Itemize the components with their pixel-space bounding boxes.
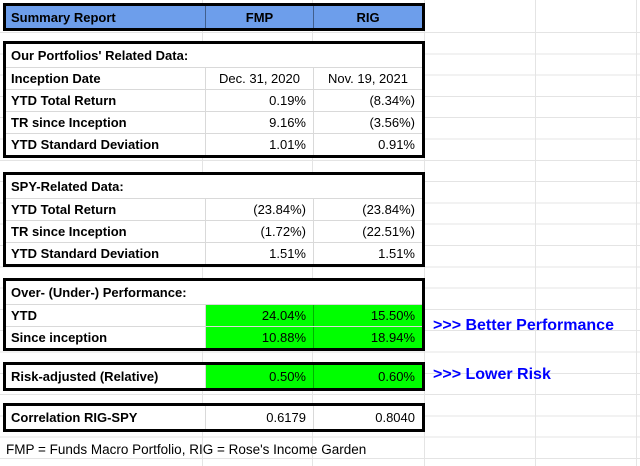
risk-adjusted-table: Risk-adjusted (Relative) 0.50% 0.60% — [3, 362, 425, 391]
fmp-value-cell-highlighted[interactable]: 10.88% — [206, 327, 314, 348]
fmp-value-cell[interactable]: (1.72%) — [206, 221, 314, 242]
portfolios-data-table: Our Portfolios' Related Data: Inception … — [3, 41, 425, 158]
correlation-table: Correlation RIG-SPY 0.6179 0.8040 — [3, 403, 425, 432]
row-label-cell[interactable]: Inception Date — [6, 68, 206, 89]
table-row: Since inception 10.88% 18.94% — [6, 326, 422, 348]
rig-value-cell[interactable]: (22.51%) — [362, 224, 415, 239]
row-label-cell[interactable]: YTD Total Return — [6, 90, 206, 111]
fmp-value-cell[interactable]: 1.51% — [206, 243, 314, 264]
rig-value-cell-highlighted[interactable]: 18.94% — [314, 327, 422, 348]
better-performance-annotation: >>> Better Performance — [433, 317, 614, 334]
table-row: YTD Standard Deviation 1.01% 0.91% — [6, 133, 422, 155]
row-label-cell[interactable]: YTD Standard Deviation — [6, 243, 206, 264]
rig-value-cell-highlighted[interactable]: 0.60% — [314, 365, 422, 388]
rig-value-cell[interactable]: (8.34%) — [369, 93, 415, 108]
fmp-value-cell-highlighted[interactable]: 0.50% — [206, 365, 314, 388]
fmp-value-cell[interactable]: Dec. 31, 2020 — [206, 68, 314, 89]
rig-value-cell[interactable]: 0.91% — [378, 137, 415, 152]
performance-table: Over- (Under-) Performance: YTD 24.04% 1… — [3, 278, 425, 351]
fmp-value-cell[interactable]: (23.84%) — [206, 199, 314, 220]
fmp-value-cell[interactable]: 0.19% — [206, 90, 314, 111]
rig-value-cell-highlighted[interactable]: 15.50% — [314, 305, 422, 326]
summary-header-table: Summary Report FMP RIG — [3, 3, 425, 31]
table-row: Correlation RIG-SPY 0.6179 0.8040 — [6, 406, 422, 429]
section-title-row: Over- (Under-) Performance: — [6, 281, 422, 304]
spy-section-title-cell[interactable]: SPY-Related Data: — [11, 179, 124, 194]
portfolios-section-title-cell[interactable]: Our Portfolios' Related Data: — [11, 48, 189, 63]
row-label-cell[interactable]: YTD — [6, 305, 206, 326]
fmp-value-cell[interactable]: 9.16% — [206, 112, 314, 133]
row-label-cell[interactable]: YTD Total Return — [6, 199, 206, 220]
rig-value-cell[interactable]: 1.51% — [378, 246, 415, 261]
fmp-value-cell-highlighted[interactable]: 24.04% — [206, 305, 314, 326]
rig-value-cell[interactable]: (23.84%) — [362, 202, 415, 217]
legend-note: FMP = Funds Macro Portfolio, RIG = Rose'… — [6, 442, 367, 457]
fmp-column-header-cell[interactable]: FMP — [206, 6, 314, 28]
section-title-row: SPY-Related Data: — [6, 175, 422, 198]
rig-value-cell[interactable]: (3.56%) — [369, 115, 415, 130]
fmp-value-cell[interactable]: 0.6179 — [206, 406, 314, 429]
spy-data-table: SPY-Related Data: YTD Total Return (23.8… — [3, 172, 425, 267]
table-row: TR since Inception (1.72%) (22.51%) — [6, 220, 422, 242]
summary-report-title-cell[interactable]: Summary Report — [6, 6, 206, 28]
table-row: Inception Date Dec. 31, 2020 Nov. 19, 20… — [6, 67, 422, 89]
table-row: YTD Total Return 0.19% (8.34%) — [6, 89, 422, 111]
table-row: YTD Total Return (23.84%) (23.84%) — [6, 198, 422, 220]
table-row: Risk-adjusted (Relative) 0.50% 0.60% — [6, 365, 422, 388]
table-row: YTD 24.04% 15.50% — [6, 304, 422, 326]
rig-value-cell[interactable]: 0.8040 — [375, 410, 415, 425]
table-row: Summary Report FMP RIG — [6, 6, 422, 28]
row-label-cell[interactable]: Correlation RIG-SPY — [6, 406, 206, 429]
rig-value-cell[interactable]: Nov. 19, 2021 — [328, 71, 408, 86]
row-label-cell[interactable]: YTD Standard Deviation — [6, 134, 206, 155]
table-row: TR since Inception 9.16% (3.56%) — [6, 111, 422, 133]
performance-section-title-cell[interactable]: Over- (Under-) Performance: — [11, 285, 187, 300]
section-title-row: Our Portfolios' Related Data: — [6, 44, 422, 67]
lower-risk-annotation: >>> Lower Risk — [433, 366, 551, 383]
rig-column-header-cell[interactable]: RIG — [356, 9, 380, 25]
table-row: YTD Standard Deviation 1.51% 1.51% — [6, 242, 422, 264]
vertical-gridline — [636, 0, 637, 466]
row-label-cell[interactable]: TR since Inception — [6, 112, 206, 133]
row-label-cell[interactable]: Risk-adjusted (Relative) — [6, 365, 206, 388]
row-label-cell[interactable]: Since inception — [6, 327, 206, 348]
fmp-value-cell[interactable]: 1.01% — [206, 134, 314, 155]
row-label-cell[interactable]: TR since Inception — [6, 221, 206, 242]
vertical-gridline — [535, 0, 536, 466]
